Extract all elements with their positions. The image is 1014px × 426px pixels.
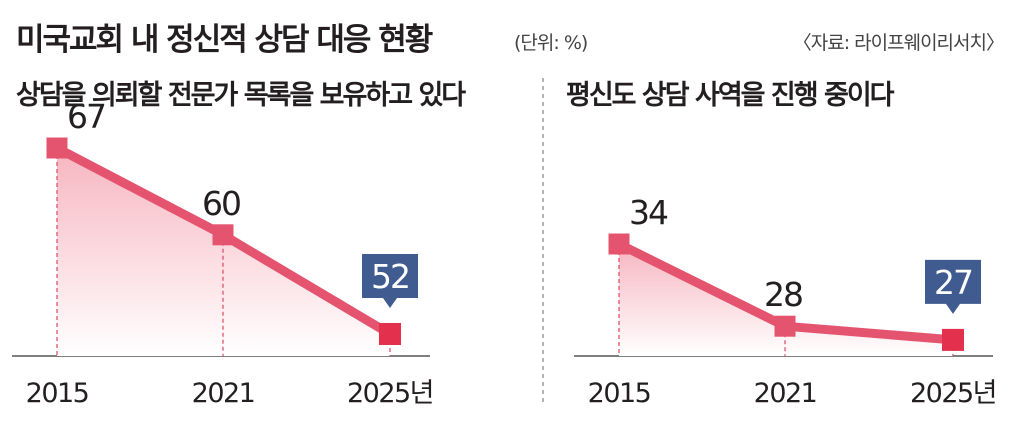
chart-subtitle: 상담을 의뢰할 전문가 목록을 보유하고 있다 [16,80,466,111]
x-tick-label: 2015 [26,378,89,409]
series-area [619,244,953,356]
data-point-marker [608,233,630,255]
data-point-marker [942,328,964,351]
data-point-marker [212,224,234,246]
data-label: 60 [202,184,240,223]
highlight-callout [925,259,981,314]
x-tick-label: 2025년 [347,378,433,409]
data-point-marker [379,323,401,345]
chart-subtitle: 평신도 상담 사역을 진행 중이다 [566,80,895,111]
source-label: 〈자료: 라이프웨이리서치〉 [792,32,1005,54]
data-point-marker [774,315,796,337]
data-label: 27 [934,263,972,302]
data-label: 34 [629,193,668,232]
unit-label: (단위: %) [514,32,588,54]
data-label: 52 [371,257,409,296]
x-tick-label: 2021 [754,378,817,409]
x-tick-label: 2021 [192,378,255,409]
data-point-marker [46,137,68,159]
chart-panel-2: 평신도 상담 사역을 진행 중이다 34 2015 28 2021 27 2025년 [566,80,998,409]
highlight-callout [362,254,418,308]
x-tick-label: 2025년 [910,378,996,409]
chart-header: 미국교회 내 정신적 상담 대응 현황 (단위: %) 〈자료: 라이프웨이리서… [16,14,1005,70]
data-label: 28 [764,275,802,314]
data-label: 67 [67,97,105,136]
x-tick-label: 2015 [588,378,651,409]
chart-title: 미국교회 내 정신적 상담 대응 현황 [16,22,433,58]
